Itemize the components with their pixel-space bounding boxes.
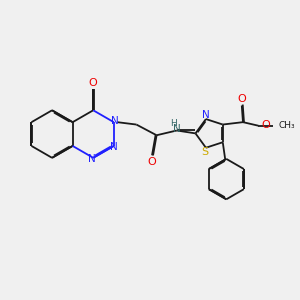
Text: O: O xyxy=(237,94,246,104)
Text: CH₃: CH₃ xyxy=(278,121,295,130)
Text: S: S xyxy=(201,147,208,157)
Text: H: H xyxy=(170,119,177,128)
Text: N: N xyxy=(111,116,119,126)
Text: N: N xyxy=(110,142,118,152)
Text: O: O xyxy=(148,157,157,167)
Text: N: N xyxy=(173,124,181,134)
Text: O: O xyxy=(261,120,270,130)
Text: O: O xyxy=(89,77,98,88)
Text: N: N xyxy=(88,154,96,164)
Text: N: N xyxy=(202,110,210,120)
